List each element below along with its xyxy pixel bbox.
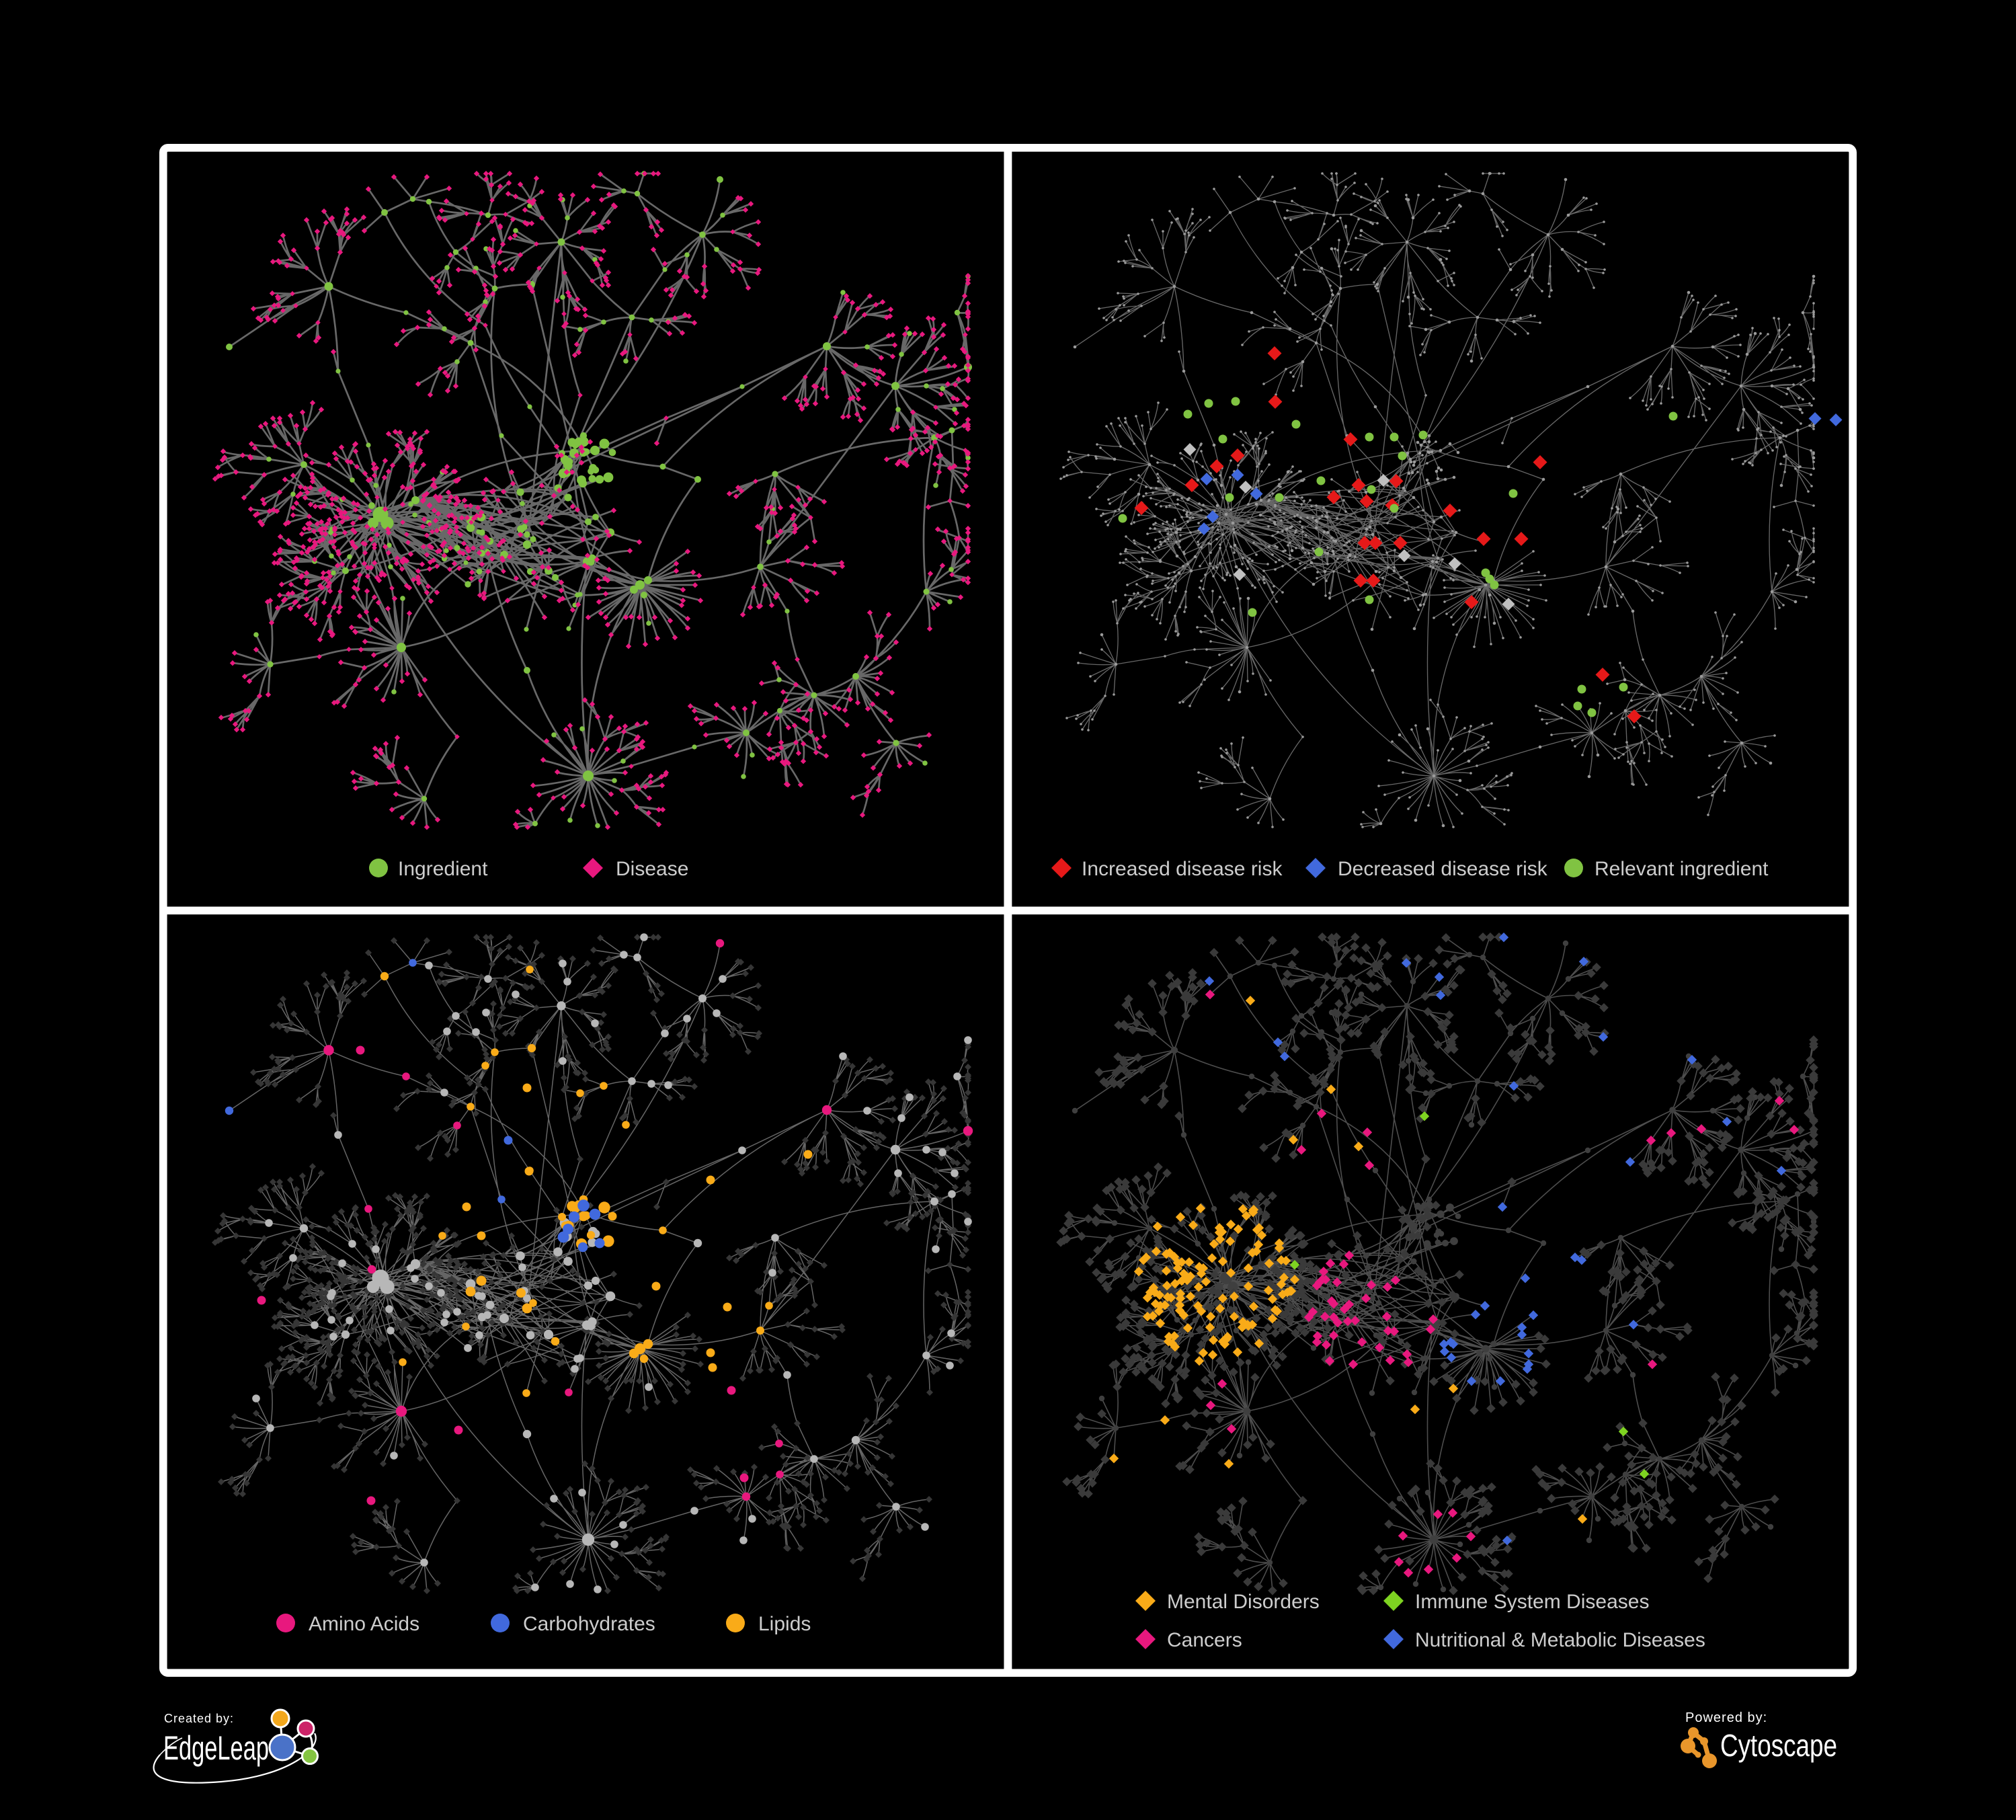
svg-text:Increased disease risk: Increased disease risk bbox=[1082, 858, 1283, 880]
svg-text:Cancers: Cancers bbox=[1167, 1629, 1242, 1651]
svg-text:Cytoscape: Cytoscape bbox=[1720, 1728, 1837, 1763]
svg-text:Nutritional & Metabolic Diseas: Nutritional & Metabolic Diseases bbox=[1415, 1629, 1705, 1651]
svg-text:Created by:: Created by: bbox=[164, 1712, 234, 1725]
svg-text:Lipids: Lipids bbox=[758, 1613, 811, 1635]
svg-text:Ingredient: Ingredient bbox=[398, 858, 488, 880]
svg-text:Amino Acids: Amino Acids bbox=[309, 1613, 419, 1635]
svg-text:Mental Disorders: Mental Disorders bbox=[1167, 1591, 1320, 1613]
svg-text:Disease: Disease bbox=[616, 858, 688, 880]
svg-text:Relevant ingredient: Relevant ingredient bbox=[1595, 858, 1769, 880]
svg-text:Carbohydrates: Carbohydrates bbox=[523, 1613, 655, 1635]
svg-text:Powered by:: Powered by: bbox=[1685, 1710, 1767, 1725]
svg-text:Decreased disease risk: Decreased disease risk bbox=[1338, 858, 1548, 880]
svg-text:Immune System Diseases: Immune System Diseases bbox=[1415, 1591, 1649, 1613]
svg-text:EdgeLeap: EdgeLeap bbox=[163, 1729, 269, 1767]
